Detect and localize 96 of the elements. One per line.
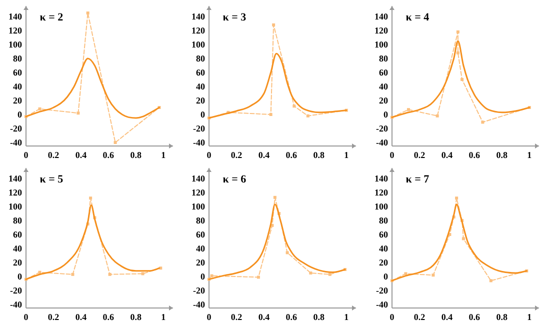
x-tick-label: 1 [527, 150, 532, 160]
text: κ = 4 [406, 11, 430, 24]
text: κ = 2 [40, 11, 64, 24]
x-tick-label: 0.6 [102, 150, 115, 160]
y-tick-label: 40 [196, 244, 206, 254]
y-tick-label: 120 [374, 26, 388, 36]
y-tick-label: 120 [8, 188, 22, 198]
y-tick-label: 100 [8, 202, 22, 212]
y-tick-label: 0 [384, 272, 388, 282]
y-tick-label: 0 [200, 110, 206, 120]
y-tick-label: 20 [196, 96, 206, 106]
y-tick-label: -20 [10, 286, 22, 296]
y-tick-label: 120 [8, 26, 22, 36]
y-tick-label: -20 [10, 124, 22, 134]
x-tick-label: 1 [161, 312, 166, 322]
x-tick-label: 0.4 [441, 312, 454, 322]
text: κ = 5 [40, 173, 64, 186]
y-tick-label: 40 [379, 82, 388, 92]
x-tick-label: 0.2 [48, 150, 60, 160]
y-tick-label: 80 [13, 54, 22, 64]
text: κ = 7 [406, 173, 430, 186]
x-tick-label: 0.8 [130, 150, 142, 160]
y-tick-label: 80 [196, 216, 206, 226]
y-tick-label: 60 [379, 68, 388, 78]
y-tick-label: -40 [376, 138, 388, 148]
x-tick-label: 0.4 [75, 150, 88, 160]
text: κ = 6 [222, 173, 247, 186]
y-tick-label: 20 [196, 258, 206, 268]
y-tick-label: 40 [379, 244, 388, 254]
y-tick-label: -20 [376, 124, 388, 134]
y-tick-label: -40 [193, 138, 206, 148]
x-tick-label: 1 [344, 150, 350, 160]
y-tick-label: 60 [13, 230, 22, 240]
x-tick-label: 0.8 [313, 312, 326, 322]
x-tick-label: 0.6 [286, 312, 298, 322]
y-tick-label: -40 [193, 300, 206, 310]
y-tick-label: -20 [376, 286, 388, 296]
text: κ = 3 [222, 11, 247, 24]
y-tick-label: 140 [8, 12, 22, 22]
y-tick-label: -20 [193, 124, 206, 134]
y-tick-label: 120 [374, 188, 388, 198]
y-tick-label: 80 [13, 216, 22, 226]
y-tick-label: 100 [374, 40, 388, 50]
y-tick-label: 140 [8, 174, 22, 184]
y-tick-label: 0 [384, 110, 388, 120]
x-tick-label: 0.2 [230, 150, 243, 160]
y-tick-label: 140 [192, 12, 206, 22]
y-tick-label: 80 [379, 216, 388, 226]
y-tick-label: 120 [192, 26, 206, 36]
y-tick-label: -40 [10, 138, 22, 148]
x-tick-label: 1 [527, 312, 532, 322]
y-tick-label: 100 [192, 202, 206, 212]
x-tick-label: 0.6 [468, 150, 481, 160]
x-tick-label: 0.8 [496, 312, 508, 322]
y-tick-label: 80 [196, 54, 206, 64]
x-tick-label: 0.8 [130, 312, 142, 322]
y-tick-label: 20 [379, 258, 388, 268]
y-tick-label: 140 [192, 174, 206, 184]
y-tick-label: 60 [196, 68, 206, 78]
x-tick-label: 0.2 [414, 312, 426, 322]
x-tick-label: 0.8 [313, 150, 326, 160]
x-tick-label: 0.4 [75, 312, 88, 322]
y-tick-label: 0 [18, 272, 22, 282]
x-tick-label: 0.2 [48, 312, 60, 322]
x-tick-label: 1 [344, 312, 350, 322]
y-tick-label: 140 [374, 174, 388, 184]
y-tick-label: -40 [376, 300, 388, 310]
y-tick-label: 100 [192, 40, 206, 50]
x-tick-label: 0.8 [496, 150, 508, 160]
y-tick-label: 20 [13, 258, 22, 268]
y-tick-label: 80 [379, 54, 388, 64]
y-tick-label: 100 [8, 40, 22, 50]
x-tick-label: 0.6 [468, 312, 481, 322]
y-tick-label: 120 [192, 188, 206, 198]
x-tick-label: 0.4 [441, 150, 454, 160]
y-tick-label: 100 [374, 202, 388, 212]
x-tick-label: 0.6 [102, 312, 115, 322]
x-tick-label: 1 [161, 150, 166, 160]
y-tick-label: 0 [200, 272, 206, 282]
x-tick-label: 0.4 [258, 312, 270, 322]
y-tick-label: 40 [13, 244, 22, 254]
y-tick-label: 140 [374, 12, 388, 22]
x-tick-label: 0.4 [258, 150, 270, 160]
y-tick-label: 20 [379, 96, 388, 106]
y-tick-label: -20 [193, 286, 206, 296]
x-tick-label: 0.2 [230, 312, 243, 322]
y-tick-label: 60 [13, 68, 22, 78]
y-tick-label: -40 [10, 300, 22, 310]
y-tick-label: 20 [13, 96, 22, 106]
y-tick-label: 40 [13, 82, 22, 92]
y-tick-label: 0 [18, 110, 22, 120]
y-tick-label: 60 [379, 230, 388, 240]
x-tick-label: 0.6 [286, 150, 298, 160]
y-tick-label: 60 [196, 230, 206, 240]
x-tick-label: 0.2 [414, 150, 426, 160]
y-tick-label: 40 [196, 82, 206, 92]
